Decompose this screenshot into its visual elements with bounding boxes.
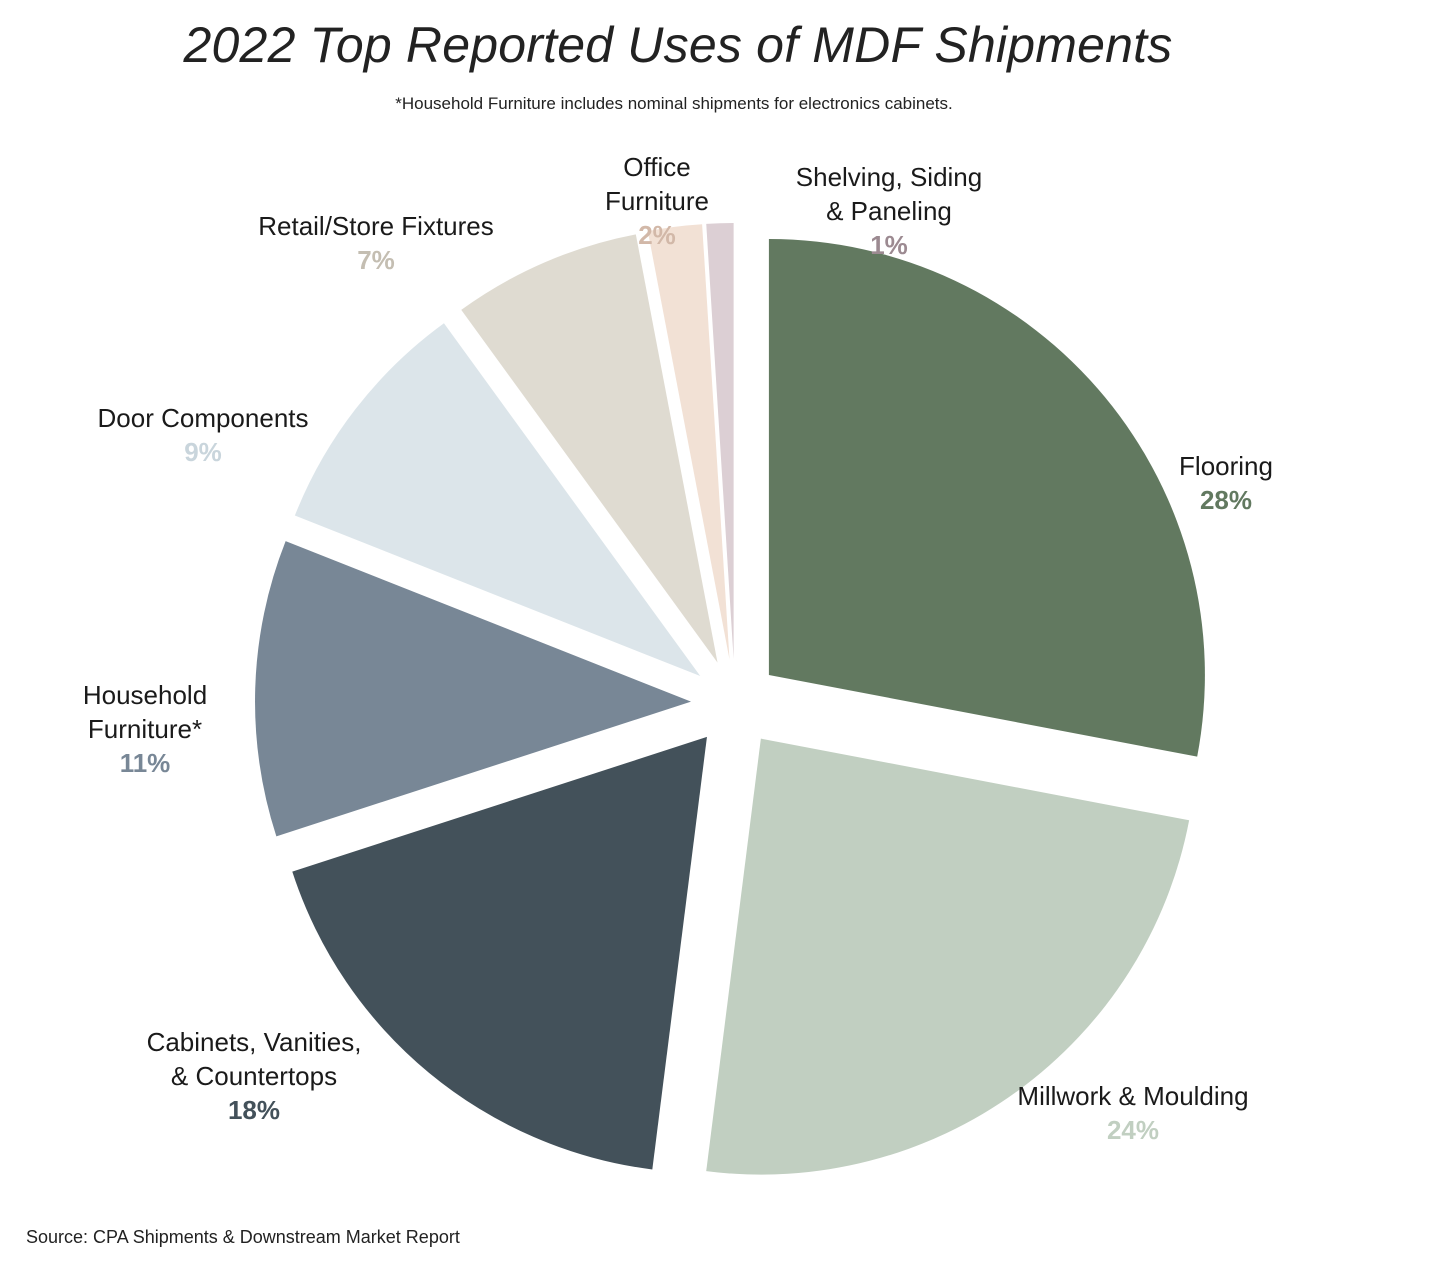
slice-label-text: & Countertops — [171, 1061, 337, 1091]
slice-label-household: Household Furniture* 11% — [83, 680, 207, 778]
slice-value-label: 28% — [1200, 485, 1252, 515]
slice-label-text: Furniture — [605, 186, 709, 216]
slice-label-text: Flooring — [1179, 451, 1273, 481]
chart-title: 2022 Top Reported Uses of MDF Shipments — [183, 17, 1173, 73]
slice-label-door: Door Components 9% — [98, 403, 309, 467]
chart-subtitle: *Household Furniture includes nominal sh… — [395, 94, 953, 113]
pie-labels: Flooring 28% Millwork & Moulding 24% Cabinet… — [83, 152, 1273, 1145]
slice-label-cabinets: Cabinets, Vanities, & Countertops 18% — [147, 1027, 362, 1125]
slice-value-label: 7% — [357, 245, 395, 275]
pie-slice-flooring — [768, 238, 1205, 757]
pie-slice-millwork — [706, 738, 1190, 1175]
pie-slice-shelving — [706, 223, 734, 660]
chart-source: Source: CPA Shipments & Downstream Marke… — [26, 1227, 460, 1247]
slice-label-text: Millwork & Moulding — [1017, 1081, 1248, 1111]
slice-label-text: Household — [83, 680, 207, 710]
slice-label-millwork: Millwork & Moulding 24% — [1017, 1081, 1248, 1145]
slice-label-text: Shelving, Siding — [796, 162, 982, 192]
pie-slice-cabinets — [292, 736, 707, 1170]
pie-slice-door — [294, 323, 701, 677]
slice-value-label: 2% — [638, 220, 676, 250]
slice-label-text: Furniture* — [88, 714, 202, 744]
slice-value-label: 1% — [870, 230, 908, 260]
pie-slice-household — [255, 541, 692, 837]
slice-label-text: Retail/Store Fixtures — [258, 211, 494, 241]
slice-label-text: Cabinets, Vanities, — [147, 1027, 362, 1057]
slice-label-text: Office — [623, 152, 690, 182]
slice-value-label: 18% — [228, 1095, 280, 1125]
slice-label-text: Door Components — [98, 403, 309, 433]
slice-label-shelving: Shelving, Siding & Paneling 1% — [796, 162, 982, 260]
pie-slice-retail — [461, 234, 718, 663]
pie-slices — [255, 223, 1205, 1175]
slice-value-label: 24% — [1107, 1115, 1159, 1145]
pie-slice-office — [647, 224, 730, 660]
slice-label-text: & Paneling — [826, 196, 952, 226]
slice-label-flooring: Flooring 28% — [1179, 451, 1273, 515]
slice-value-label: 9% — [184, 437, 222, 467]
slice-label-office: Office Furniture 2% — [605, 152, 709, 250]
slice-label-retail: Retail/Store Fixtures 7% — [258, 211, 494, 275]
slice-value-label: 11% — [120, 748, 171, 778]
